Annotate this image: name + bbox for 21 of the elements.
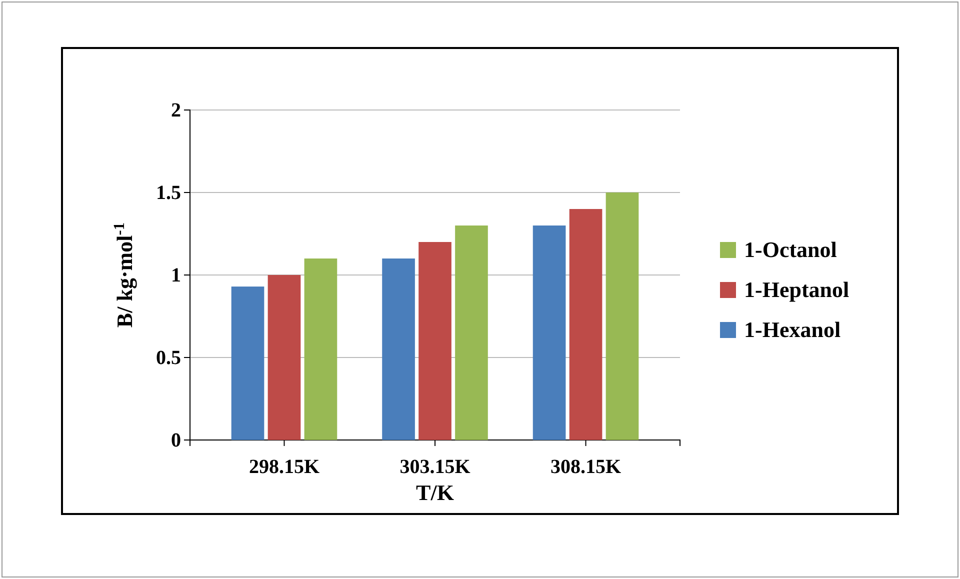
y-tick-label: 0 <box>171 429 181 452</box>
y-tick-label: 2 <box>171 99 181 122</box>
bar <box>382 258 415 440</box>
bar <box>418 242 452 440</box>
bar <box>532 226 566 440</box>
bar <box>455 226 488 440</box>
bar <box>304 258 338 440</box>
bar <box>268 275 301 440</box>
x-tick-label: 298.15K <box>248 456 320 478</box>
x-tick-label: 308.15K <box>550 456 622 478</box>
bar <box>569 209 602 440</box>
legend-label: 1-Heptanol <box>744 277 850 302</box>
bar <box>231 286 264 440</box>
y-tick-label: 1.5 <box>156 182 181 204</box>
x-tick-label: 303.15K <box>400 456 471 478</box>
y-tick-label: 0.5 <box>156 346 181 369</box>
legend-label: 1-Octanol <box>744 237 837 262</box>
y-tick-label: 1 <box>171 264 181 286</box>
legend-label: 1-Hexanol <box>744 317 841 342</box>
x-axis-title: T/K <box>416 480 454 505</box>
bar <box>606 192 639 440</box>
